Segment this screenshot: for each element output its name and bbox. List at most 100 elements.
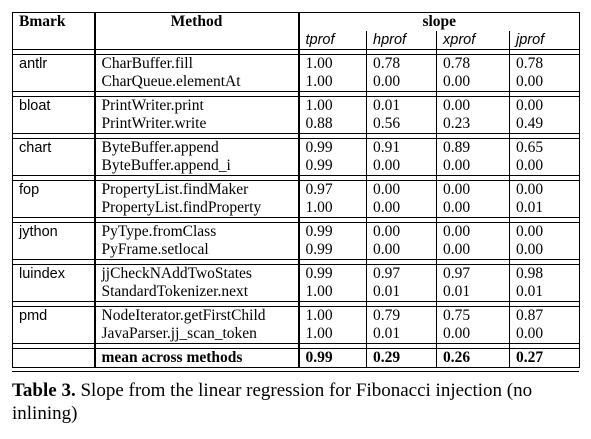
value-cell-jprof: 0.00	[509, 73, 581, 92]
value-cell-jprof: 0.00	[509, 180, 581, 199]
header-row-1: Bmark Method slope	[12, 12, 581, 50]
value-cell-hprof: 0.56	[366, 115, 437, 134]
value-cell-xprof: 0.00	[436, 199, 510, 218]
group-gap	[12, 49, 581, 55]
method-cell: PyType.fromClass	[94, 222, 300, 241]
bmark-cell	[12, 115, 96, 134]
mean-row: mean across methods 0.99 0.29 0.26 0.27	[12, 348, 581, 368]
table-row: bloat PrintWriter.print 1.00 0.01 0.00 0.00	[12, 96, 581, 115]
value-cell-hprof: 0.97	[366, 264, 437, 283]
method-cell: ByteBuffer.append	[94, 138, 300, 157]
value-cell-jprof: 0.78	[509, 54, 581, 73]
value-cell-hprof: 0.01	[366, 96, 437, 115]
value-cell-jprof: 0.49	[509, 115, 581, 134]
value-cell-xprof: 0.00	[436, 222, 510, 241]
method-cell: PrintWriter.write	[94, 115, 300, 134]
value-cell-tprof: 1.00	[298, 54, 367, 73]
value-cell-tprof: 1.00	[298, 325, 367, 344]
method-cell: CharQueue.elementAt	[94, 73, 300, 92]
value-cell-hprof: 0.00	[366, 222, 437, 241]
value-cell-jprof: 0.00	[509, 241, 581, 260]
method-cell: StandardTokenizer.next	[94, 283, 300, 302]
value-cell-tprof: 0.97	[298, 180, 367, 199]
table-row: JavaParser.jj_scan_token 1.00 0.01 0.00 0.00	[12, 325, 581, 344]
value-cell-tprof: 1.00	[298, 283, 367, 302]
value-cell-jprof: 0.01	[509, 199, 581, 218]
value-cell-hprof: 0.91	[366, 138, 437, 157]
bmark-cell: bloat	[12, 96, 96, 115]
group-gap	[12, 175, 581, 181]
figure: Bmark Method slope tprof hprof xprof jpr…	[12, 12, 581, 425]
value-cell-tprof: 1.00	[298, 73, 367, 92]
results-table: Bmark Method slope tprof hprof xprof jpr…	[12, 12, 581, 368]
table-row: StandardTokenizer.next 1.00 0.01 0.01 0.01	[12, 283, 581, 302]
bmark-cell: jython	[12, 222, 96, 241]
value-cell-xprof: 0.00	[436, 157, 510, 176]
value-cell-jprof: 0.98	[509, 264, 581, 283]
value-cell-xprof: 0.97	[436, 264, 510, 283]
group-gap	[12, 259, 581, 265]
value-cell-xprof: 0.00	[436, 241, 510, 260]
table-row: CharQueue.elementAt 1.00 0.00 0.00 0.00	[12, 73, 581, 92]
value-cell-xprof: 0.00	[436, 96, 510, 115]
value-cell-jprof: 0.00	[509, 157, 581, 176]
value-cell-tprof: 0.99	[298, 222, 367, 241]
method-cell: CharBuffer.fill	[94, 54, 300, 73]
value-cell-xprof: 0.75	[436, 306, 510, 325]
group-gap	[12, 301, 581, 307]
method-cell: JavaParser.jj_scan_token	[94, 325, 300, 344]
value-cell-xprof: 0.00	[436, 325, 510, 344]
value-cell-hprof: 0.00	[366, 180, 437, 199]
value-cell-xprof: 0.89	[436, 138, 510, 157]
header-col-xprof: xprof	[436, 31, 510, 50]
method-cell: jjCheckNAddTwoStates	[94, 264, 300, 283]
table-row: PropertyList.findProperty 1.00 0.00 0.00 0.0…	[12, 199, 581, 218]
mean-value-hprof: 0.29	[366, 348, 437, 368]
method-cell: PrintWriter.print	[94, 96, 300, 115]
value-cell-tprof: 0.99	[298, 157, 367, 176]
table-caption: Table 3. Slope from the linear regressio…	[12, 379, 579, 425]
method-cell: PyFrame.setlocal	[94, 241, 300, 260]
bmark-cell	[12, 157, 96, 176]
group-gap	[12, 133, 581, 139]
value-cell-hprof: 0.01	[366, 325, 437, 344]
group-gap	[12, 91, 581, 97]
caption-rule	[12, 371, 579, 372]
value-cell-xprof: 0.23	[436, 115, 510, 134]
header-col-hprof: hprof	[366, 31, 437, 50]
table-row: fop PropertyList.findMaker 0.97 0.00 0.00 0.0…	[12, 180, 581, 199]
mean-label: mean across methods	[94, 348, 300, 368]
table-row: PyFrame.setlocal 0.99 0.00 0.00 0.00	[12, 241, 581, 260]
group-gap	[12, 343, 581, 349]
table-row: antlr CharBuffer.fill 1.00 0.78 0.78 0.78	[12, 54, 581, 73]
value-cell-jprof: 0.87	[509, 306, 581, 325]
method-cell: PropertyList.findMaker	[94, 180, 300, 199]
table-row: chart ByteBuffer.append 0.99 0.91 0.89 0.65	[12, 138, 581, 157]
value-cell-tprof: 1.00	[298, 199, 367, 218]
table-row: pmd NodeIterator.getFirstChild 1.00 0.79 0.7…	[12, 306, 581, 325]
table-row: luindex jjCheckNAddTwoStates 0.99 0.97 0.97 0…	[12, 264, 581, 283]
bmark-cell	[12, 325, 96, 344]
value-cell-hprof: 0.00	[366, 241, 437, 260]
value-cell-tprof: 1.00	[298, 306, 367, 325]
bmark-cell: pmd	[12, 306, 96, 325]
mean-value-xprof: 0.26	[436, 348, 510, 368]
header-col-tprof: tprof	[298, 31, 367, 50]
header-bmark: Bmark	[12, 12, 96, 50]
value-cell-tprof: 0.99	[298, 241, 367, 260]
bmark-cell	[12, 283, 96, 302]
mean-value-tprof: 0.99	[298, 348, 367, 368]
method-cell: PropertyList.findProperty	[94, 199, 300, 218]
value-cell-jprof: 0.01	[509, 283, 581, 302]
bmark-cell: chart	[12, 138, 96, 157]
value-cell-xprof: 0.00	[436, 73, 510, 92]
value-cell-jprof: 0.65	[509, 138, 581, 157]
bmark-cell	[12, 73, 96, 92]
header-slope: slope	[298, 12, 581, 31]
caption-text: Slope from the linear regression for Fib…	[12, 380, 533, 424]
header-col-jprof: jprof	[509, 31, 581, 50]
value-cell-tprof: 1.00	[298, 96, 367, 115]
value-cell-hprof: 0.00	[366, 73, 437, 92]
value-cell-hprof: 0.00	[366, 157, 437, 176]
value-cell-xprof: 0.00	[436, 180, 510, 199]
